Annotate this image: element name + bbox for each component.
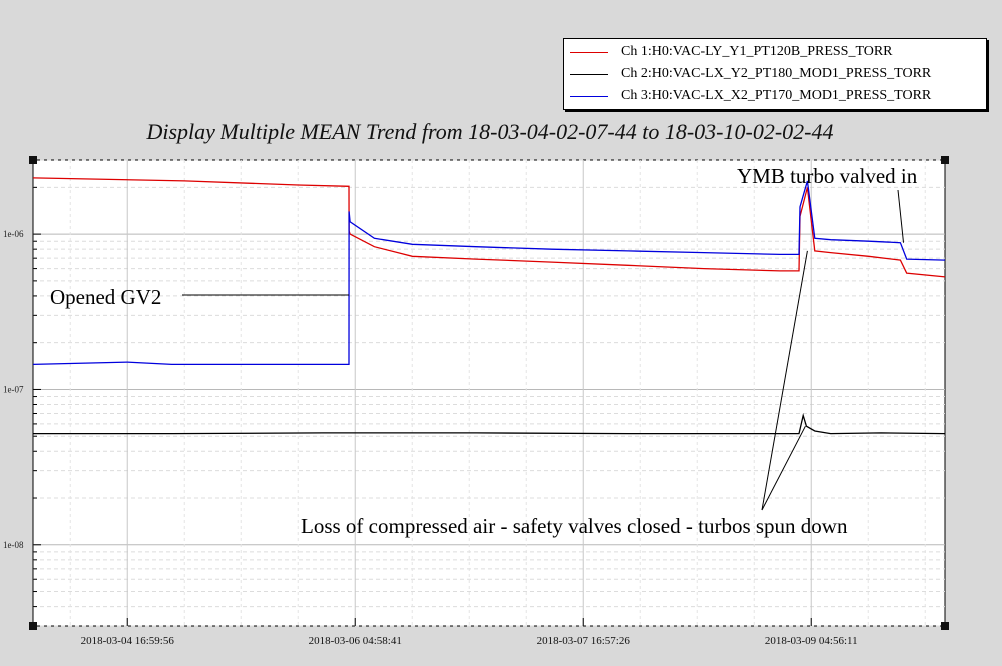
legend-swatch-ch2 bbox=[570, 74, 608, 75]
pointer-air-red bbox=[761, 250, 808, 511]
grid-lines bbox=[33, 159, 945, 627]
corner-handle bbox=[941, 622, 949, 630]
corner-handle bbox=[941, 156, 949, 164]
series-line-ch2 bbox=[33, 412, 946, 435]
legend-label-ch3: Ch 3:H0:VAC-LX_X2_PT170_MOD1_PRESS_TORR bbox=[621, 88, 932, 103]
axis-ticks: 1e-06 1e-07 1e-08 2018-03-04 16:59:56 2018-0… bbox=[3, 159, 858, 647]
series-line-ch3 bbox=[32, 180, 946, 366]
plot-frame bbox=[32, 159, 946, 627]
corner-handle bbox=[29, 622, 37, 630]
legend-label-ch1: Ch 1:H0:VAC-LY_Y1_PT120B_PRESS_TORR bbox=[621, 44, 893, 59]
legend-entry: Ch 1:H0:VAC-LY_Y1_PT120B_PRESS_TORR bbox=[564, 42, 986, 62]
annotation-opened-gv2: Opened GV2 bbox=[50, 285, 162, 309]
annotation-compressed-air: Loss of compressed air - safety valves c… bbox=[301, 514, 848, 538]
legend-swatch-ch1 bbox=[570, 52, 608, 53]
annotation-lines bbox=[182, 189, 905, 511]
y-tick-label: 1e-07 bbox=[3, 384, 24, 394]
annotation-ymb-turbo: YMB turbo valved in bbox=[737, 164, 918, 188]
y-tick-label: 1e-08 bbox=[3, 540, 24, 550]
series-lines bbox=[32, 177, 946, 435]
chart-title: Display Multiple MEAN Trend from 18-03-0… bbox=[146, 119, 834, 144]
y-tick-label: 1e-06 bbox=[3, 229, 24, 239]
x-tick-label: 2018-03-06 04:58:41 bbox=[309, 635, 402, 647]
series-line-ch1 bbox=[32, 177, 946, 278]
pointer-air-black bbox=[761, 425, 806, 511]
corner-handles bbox=[29, 156, 949, 630]
legend: Ch 1:H0:VAC-LY_Y1_PT120B_PRESS_TORR Ch 2… bbox=[563, 38, 987, 110]
x-tick-label: 2018-03-07 16:57:26 bbox=[537, 635, 631, 647]
x-tick-label: 2018-03-09 04:56:11 bbox=[765, 635, 858, 647]
legend-entry: Ch 2:H0:VAC-LX_Y2_PT180_MOD1_PRESS_TORR bbox=[564, 64, 986, 84]
x-tick-label: 2018-03-04 16:59:56 bbox=[81, 635, 175, 647]
legend-label-ch2: Ch 2:H0:VAC-LX_Y2_PT180_MOD1_PRESS_TORR bbox=[621, 66, 932, 81]
pointer-ymb-turbo bbox=[897, 189, 905, 243]
legend-entry: Ch 3:H0:VAC-LX_X2_PT170_MOD1_PRESS_TORR bbox=[564, 86, 986, 106]
corner-handle bbox=[29, 156, 37, 164]
legend-swatch-ch3 bbox=[570, 96, 608, 97]
